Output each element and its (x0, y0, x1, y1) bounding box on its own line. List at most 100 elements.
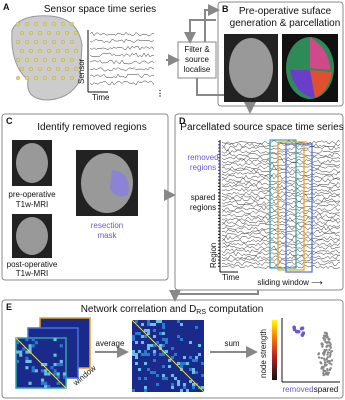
trace (221, 213, 341, 218)
dot (325, 341, 328, 344)
ellipsis: ⋮ (156, 89, 164, 98)
dot (324, 331, 328, 335)
dot (327, 344, 330, 347)
sensor (56, 31, 61, 36)
cell (28, 344, 32, 348)
axis-label: Time (92, 93, 110, 102)
trace (221, 245, 341, 250)
cell (162, 353, 165, 356)
cell (25, 366, 29, 370)
trace (221, 190, 341, 196)
sensor (47, 66, 52, 71)
cell (153, 359, 156, 362)
sensor (47, 31, 52, 36)
cell (132, 353, 135, 356)
cell (53, 363, 57, 367)
group-label: removed (187, 153, 218, 162)
cell (41, 369, 45, 373)
trace (89, 66, 155, 72)
sensor (43, 75, 48, 80)
dot (292, 325, 296, 330)
parcel (310, 70, 332, 98)
cell (177, 380, 180, 383)
brain (16, 217, 48, 255)
panel-c: C Identify removed regions pre-operative… (1, 113, 169, 281)
row-marker (218, 144, 220, 146)
dot (320, 343, 324, 346)
row-marker (218, 262, 220, 264)
sensor (43, 40, 48, 45)
sensor (25, 22, 30, 27)
panel-title: Network correlation and DRS computation (81, 304, 264, 316)
sensor (64, 49, 69, 54)
cell (174, 377, 177, 380)
dot (319, 362, 323, 365)
sensor (52, 22, 57, 27)
cell (192, 371, 195, 374)
cell (31, 366, 35, 370)
panel-label: E (6, 302, 12, 312)
dot (329, 344, 332, 348)
sensor (29, 66, 34, 71)
cell (53, 353, 57, 357)
arrow (196, 78, 256, 114)
sensor (38, 31, 43, 36)
dot (323, 350, 327, 354)
panel-title: Pre-operative suface (239, 6, 332, 17)
sensor (29, 49, 34, 54)
cell (59, 363, 63, 367)
cell (153, 350, 156, 353)
trace (221, 254, 341, 260)
panel-title: Sensor space time series (44, 4, 156, 15)
dot (328, 361, 331, 365)
group-label: regions (190, 203, 216, 212)
panel-label: C (6, 116, 13, 126)
cell (201, 362, 204, 365)
sensor (64, 31, 69, 36)
cell (144, 329, 147, 332)
cell (177, 383, 180, 386)
cell (56, 372, 60, 376)
row-marker (218, 253, 220, 255)
row-marker (218, 195, 220, 197)
dot (323, 361, 327, 364)
strength-dots (292, 325, 334, 377)
dot (326, 351, 330, 354)
cell (189, 356, 192, 359)
cell (156, 374, 159, 377)
step-label: sum (224, 339, 239, 348)
filter-text: Filter & (184, 45, 210, 54)
cell (153, 335, 156, 338)
panel-box (1, 299, 344, 399)
cell (141, 323, 144, 326)
cell (201, 374, 204, 377)
cell (183, 356, 186, 359)
trace (221, 235, 341, 241)
cell (180, 362, 183, 365)
cell (28, 381, 32, 385)
trace (221, 239, 341, 244)
group-label: spared (314, 385, 338, 394)
dot (317, 352, 321, 355)
cell (132, 335, 135, 338)
panel-label: B (222, 4, 229, 14)
row-marker (218, 265, 220, 267)
cell (44, 381, 48, 385)
trace (221, 232, 341, 237)
cell (144, 377, 147, 380)
row-marker (218, 249, 220, 251)
cell (19, 350, 23, 354)
trace (221, 203, 341, 209)
cell (144, 362, 147, 365)
sensor (69, 58, 74, 63)
sensor (34, 22, 39, 27)
group-label: regions (190, 163, 216, 172)
parcel (290, 70, 315, 98)
cell (44, 369, 48, 373)
trace (221, 258, 341, 263)
cell (47, 372, 51, 376)
axis-label: Region (209, 243, 218, 268)
cell (159, 332, 162, 335)
dot (328, 360, 331, 363)
